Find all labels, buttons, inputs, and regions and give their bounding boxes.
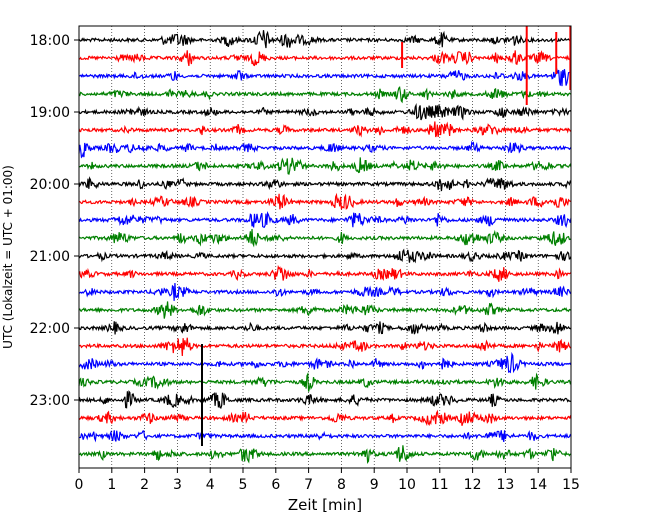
trace-2000 — [78, 176, 572, 192]
trace-2315 — [78, 409, 572, 427]
trace-1900 — [78, 102, 572, 121]
trace-group — [78, 26, 572, 464]
x-tick-label: 4 — [206, 477, 215, 493]
trace-2100 — [78, 248, 572, 264]
x-tick-label: 11 — [431, 477, 449, 493]
y-tick-label: 18:00 — [30, 33, 70, 49]
trace-2230 — [78, 351, 572, 374]
trace-2015 — [78, 192, 572, 210]
x-tick-label: 2 — [140, 477, 149, 493]
x-tick-label: 0 — [75, 477, 84, 493]
x-tick-label: 5 — [239, 477, 248, 493]
trace-1845 — [78, 85, 572, 104]
y-tick-label: 22:00 — [30, 321, 70, 337]
trace-2030 — [78, 211, 572, 228]
x-axis-label: Zeit [min] — [288, 496, 362, 514]
y-tick-label: 21:00 — [30, 249, 70, 265]
y-axis-ticks: 18:00 19:00 20:00 21:00 22:00 23:00 — [30, 33, 79, 409]
trace-2300 — [78, 390, 572, 409]
trace-1830 — [78, 68, 572, 87]
x-tick-label: 12 — [464, 477, 482, 493]
trace-1815 — [78, 50, 572, 67]
plot-frame — [78, 25, 572, 469]
x-tick-label: 14 — [529, 477, 547, 493]
x-tick-label: 15 — [562, 477, 580, 493]
trace-1930 — [78, 140, 572, 159]
x-tick-label: 13 — [496, 477, 514, 493]
trace-1945 — [78, 157, 572, 175]
trace-2045 — [78, 228, 572, 248]
x-tick-label: 3 — [173, 477, 182, 493]
trace-2330 — [78, 429, 572, 443]
trace-2215 — [78, 337, 572, 357]
y-tick-label: 19:00 — [30, 105, 70, 121]
x-tick-label: 9 — [370, 477, 379, 493]
y-tick-label: 23:00 — [30, 393, 70, 409]
trace-1800 — [78, 30, 572, 49]
trace-2130 — [78, 282, 572, 301]
trace-2345 — [78, 445, 572, 464]
trace-2200 — [78, 321, 572, 335]
x-tick-label: 7 — [304, 477, 313, 493]
x-tick-label: 1 — [107, 477, 116, 493]
x-tick-label: 8 — [337, 477, 346, 493]
x-tick-label: 10 — [398, 477, 416, 493]
trace-1915 — [78, 121, 572, 138]
x-tick-label: 6 — [271, 477, 280, 493]
y-tick-label: 20:00 — [30, 177, 70, 193]
trace-2115 — [78, 264, 572, 282]
y-axis-label: UTC (Lokalzeit = UTC + 01:00) — [1, 165, 15, 349]
trace-2245 — [78, 371, 572, 392]
x-axis-ticks: 0 1 2 3 4 5 6 7 8 9 10 11 12 13 14 15 — [75, 468, 580, 493]
trace-2145 — [78, 301, 572, 319]
